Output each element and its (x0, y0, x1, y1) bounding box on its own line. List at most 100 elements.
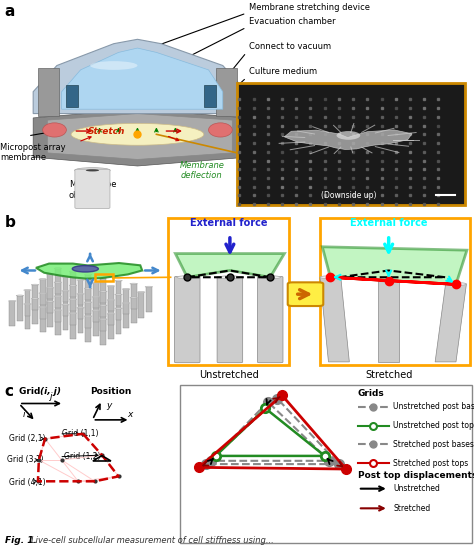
Text: Grid: Grid (19, 387, 44, 396)
Ellipse shape (122, 288, 130, 290)
Text: Evacuation chamber: Evacuation chamber (249, 17, 336, 26)
Ellipse shape (337, 131, 360, 140)
Polygon shape (55, 310, 61, 335)
Ellipse shape (54, 282, 62, 283)
Ellipse shape (219, 276, 240, 279)
Polygon shape (70, 299, 76, 325)
Ellipse shape (62, 276, 69, 277)
Ellipse shape (31, 284, 39, 286)
Polygon shape (116, 281, 121, 306)
Text: i: i (22, 410, 25, 419)
Text: Membrane
deflection: Membrane deflection (180, 161, 225, 180)
Polygon shape (47, 114, 232, 159)
Text: x: x (127, 410, 132, 419)
Text: y: y (107, 401, 112, 411)
Text: External force: External force (350, 218, 428, 228)
Polygon shape (131, 298, 137, 323)
Ellipse shape (92, 310, 100, 311)
Ellipse shape (145, 286, 153, 287)
FancyBboxPatch shape (257, 276, 283, 363)
Ellipse shape (69, 271, 77, 272)
Text: Grid (4,1): Grid (4,1) (9, 478, 45, 488)
Text: Unstretched: Unstretched (393, 484, 440, 493)
Polygon shape (70, 313, 76, 339)
Polygon shape (85, 288, 91, 314)
Text: Stretched: Stretched (365, 370, 412, 381)
Ellipse shape (100, 291, 107, 292)
Text: Stretched: Stretched (393, 504, 431, 513)
FancyBboxPatch shape (168, 218, 289, 365)
Text: j: j (48, 392, 51, 401)
Polygon shape (78, 280, 83, 305)
Polygon shape (33, 109, 246, 166)
Polygon shape (36, 263, 142, 278)
Polygon shape (33, 39, 246, 114)
Polygon shape (63, 305, 68, 330)
Polygon shape (123, 303, 129, 328)
Ellipse shape (54, 310, 62, 311)
Polygon shape (108, 300, 114, 325)
Text: Position: Position (90, 387, 131, 396)
Ellipse shape (122, 302, 130, 304)
Text: Live-cell subcellular measurement of cell stiffness using...: Live-cell subcellular measurement of cel… (31, 536, 273, 545)
Text: Grid (3,1): Grid (3,1) (7, 455, 44, 464)
Polygon shape (93, 283, 99, 308)
Ellipse shape (137, 292, 145, 293)
Polygon shape (93, 311, 99, 336)
Polygon shape (100, 277, 106, 303)
Ellipse shape (378, 279, 399, 282)
Polygon shape (78, 308, 83, 333)
Text: b: b (5, 215, 16, 230)
Polygon shape (131, 284, 137, 309)
Text: Grids: Grids (358, 389, 384, 397)
Polygon shape (146, 287, 152, 312)
Ellipse shape (92, 296, 100, 298)
Ellipse shape (39, 306, 46, 307)
Polygon shape (100, 319, 106, 345)
Ellipse shape (62, 304, 69, 305)
Polygon shape (85, 275, 91, 300)
Text: Unstretched post tops: Unstretched post tops (393, 421, 474, 430)
Ellipse shape (71, 123, 204, 145)
Text: Grid (1,1): Grid (1,1) (62, 429, 98, 438)
Polygon shape (55, 296, 61, 322)
Polygon shape (100, 305, 106, 331)
Polygon shape (70, 271, 76, 297)
Polygon shape (85, 316, 91, 342)
Text: Culture medium: Culture medium (249, 68, 317, 76)
Ellipse shape (446, 282, 466, 286)
FancyBboxPatch shape (288, 282, 323, 306)
Ellipse shape (86, 169, 99, 171)
Polygon shape (100, 292, 106, 317)
Ellipse shape (130, 297, 137, 298)
Polygon shape (70, 286, 76, 311)
FancyBboxPatch shape (180, 385, 472, 543)
Polygon shape (63, 277, 68, 302)
Ellipse shape (46, 274, 54, 275)
Text: Fig. 1.: Fig. 1. (5, 536, 36, 545)
Ellipse shape (69, 285, 77, 286)
Polygon shape (85, 302, 91, 328)
Ellipse shape (107, 286, 115, 287)
Ellipse shape (107, 313, 115, 314)
Ellipse shape (100, 277, 107, 278)
FancyBboxPatch shape (217, 276, 243, 363)
Text: Post top displacements: Post top displacements (358, 471, 474, 479)
Polygon shape (63, 291, 68, 316)
Polygon shape (32, 284, 38, 310)
Ellipse shape (46, 301, 54, 302)
Ellipse shape (177, 276, 198, 279)
Ellipse shape (130, 283, 137, 284)
Ellipse shape (39, 293, 46, 294)
Ellipse shape (320, 276, 341, 279)
Ellipse shape (115, 308, 122, 309)
Polygon shape (47, 288, 53, 313)
Ellipse shape (75, 168, 110, 173)
Ellipse shape (209, 123, 232, 137)
Text: Stretch: Stretch (88, 127, 125, 135)
Polygon shape (25, 290, 30, 316)
Ellipse shape (54, 295, 62, 297)
Ellipse shape (84, 316, 92, 317)
Polygon shape (32, 299, 38, 324)
Ellipse shape (260, 276, 281, 279)
